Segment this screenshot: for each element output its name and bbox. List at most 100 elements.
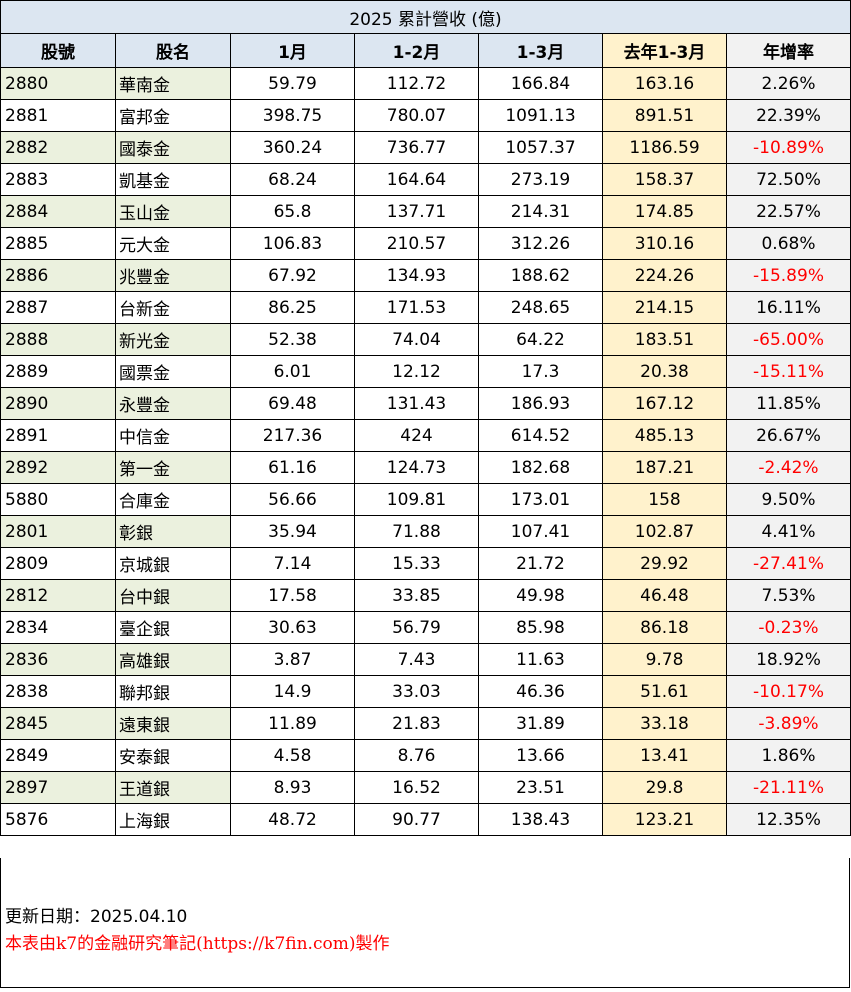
stock-code-cell: 2845 — [0, 707, 116, 740]
last-year-revenue-cell: 46.48 — [602, 579, 727, 612]
table-row: 2838 聯邦銀 14.9 33.03 46.36 51.61 -10.17% — [0, 675, 851, 708]
stock-code-cell: 2834 — [0, 611, 116, 644]
jan-mar-revenue-cell: 64.22 — [478, 323, 603, 356]
stock-name-cell: 合庫金 — [115, 483, 231, 516]
last-year-revenue-cell: 102.87 — [602, 515, 727, 548]
stock-name-cell: 兆豐金 — [115, 259, 231, 292]
jan-feb-revenue-cell: 12.12 — [354, 355, 479, 388]
jan-feb-revenue-cell: 71.88 — [354, 515, 479, 548]
jan-revenue-cell: 4.58 — [230, 739, 355, 772]
stock-name-cell: 華南金 — [115, 67, 231, 100]
stock-code-cell: 2838 — [0, 675, 116, 708]
table-row: 2891 中信金 217.36 424 614.52 485.13 26.67% — [0, 419, 851, 452]
jan-feb-revenue-cell: 74.04 — [354, 323, 479, 356]
last-year-revenue-cell: 167.12 — [602, 387, 727, 420]
last-year-revenue-cell: 485.13 — [602, 419, 727, 452]
jan-feb-revenue-cell: 780.07 — [354, 99, 479, 132]
jan-feb-revenue-cell: 112.72 — [354, 67, 479, 100]
last-year-revenue-cell: 9.78 — [602, 643, 727, 676]
jan-mar-revenue-cell: 182.68 — [478, 451, 603, 484]
jan-mar-revenue-cell: 312.26 — [478, 227, 603, 260]
stock-code-cell: 2880 — [0, 67, 116, 100]
jan-revenue-cell: 360.24 — [230, 131, 355, 164]
yoy-growth-cell: -10.89% — [726, 131, 851, 164]
jan-mar-revenue-cell: 1091.13 — [478, 99, 603, 132]
last-year-revenue-cell: 29.92 — [602, 547, 727, 580]
jan-revenue-cell: 106.83 — [230, 227, 355, 260]
jan-revenue-cell: 52.38 — [230, 323, 355, 356]
table-body: 2880 華南金 59.79 112.72 166.84 163.16 2.26% 2881 富… — [0, 67, 851, 836]
yoy-growth-cell: -65.00% — [726, 323, 851, 356]
table-row: 2880 華南金 59.79 112.72 166.84 163.16 2.26% — [0, 67, 851, 100]
jan-mar-revenue-cell: 248.65 — [478, 291, 603, 324]
jan-revenue-cell: 35.94 — [230, 515, 355, 548]
table-row: 2812 台中銀 17.58 33.85 49.98 46.48 7.53% — [0, 579, 851, 612]
jan-mar-revenue-cell: 173.01 — [478, 483, 603, 516]
last-year-revenue-cell: 310.16 — [602, 227, 727, 260]
last-year-revenue-cell: 224.26 — [602, 259, 727, 292]
yoy-growth-cell: 22.57% — [726, 195, 851, 228]
jan-feb-revenue-cell: 15.33 — [354, 547, 479, 580]
table-row: 2884 玉山金 65.8 137.71 214.31 174.85 22.57% — [0, 195, 851, 228]
stock-name-cell: 臺企銀 — [115, 611, 231, 644]
stock-code-cell: 2897 — [0, 771, 116, 804]
jan-feb-revenue-cell: 137.71 — [354, 195, 479, 228]
jan-feb-revenue-cell: 109.81 — [354, 483, 479, 516]
jan-mar-revenue-cell: 17.3 — [478, 355, 603, 388]
jan-revenue-cell: 86.25 — [230, 291, 355, 324]
table-row: 2882 國泰金 360.24 736.77 1057.37 1186.59 -10.89% — [0, 131, 851, 164]
jan-revenue-cell: 8.93 — [230, 771, 355, 804]
jan-feb-revenue-cell: 16.52 — [354, 771, 479, 804]
jan-mar-revenue-cell: 21.72 — [478, 547, 603, 580]
stock-name-cell: 新光金 — [115, 323, 231, 356]
stock-name-cell: 中信金 — [115, 419, 231, 452]
jan-revenue-cell: 30.63 — [230, 611, 355, 644]
stock-code-cell: 5880 — [0, 483, 116, 516]
jan-mar-revenue-cell: 214.31 — [478, 195, 603, 228]
table-row: 2883 凱基金 68.24 164.64 273.19 158.37 72.50% — [0, 163, 851, 196]
last-year-revenue-cell: 187.21 — [602, 451, 727, 484]
stock-name-cell: 遠東銀 — [115, 707, 231, 740]
header-last-year: 去年1-3月 — [602, 33, 727, 68]
last-year-revenue-cell: 158.37 — [602, 163, 727, 196]
yoy-growth-cell: 7.53% — [726, 579, 851, 612]
yoy-growth-cell: -27.41% — [726, 547, 851, 580]
table-title: 2025 累計營收 (億) — [0, 0, 851, 34]
stock-code-cell: 2809 — [0, 547, 116, 580]
stock-code-cell: 2882 — [0, 131, 116, 164]
jan-revenue-cell: 6.01 — [230, 355, 355, 388]
stock-code-cell: 2887 — [0, 291, 116, 324]
jan-feb-revenue-cell: 7.43 — [354, 643, 479, 676]
last-year-revenue-cell: 1186.59 — [602, 131, 727, 164]
stock-code-cell: 2886 — [0, 259, 116, 292]
last-year-revenue-cell: 174.85 — [602, 195, 727, 228]
jan-mar-revenue-cell: 11.63 — [478, 643, 603, 676]
jan-revenue-cell: 48.72 — [230, 803, 355, 836]
stock-code-cell: 2884 — [0, 195, 116, 228]
yoy-growth-cell: 2.26% — [726, 67, 851, 100]
stock-code-cell: 2812 — [0, 579, 116, 612]
jan-mar-revenue-cell: 107.41 — [478, 515, 603, 548]
last-year-revenue-cell: 13.41 — [602, 739, 727, 772]
table-row: 2889 國票金 6.01 12.12 17.3 20.38 -15.11% — [0, 355, 851, 388]
table-row: 2834 臺企銀 30.63 56.79 85.98 86.18 -0.23% — [0, 611, 851, 644]
credit-note: 本表由k7的金融研究筆記(https://k7fin.com)製作 — [5, 934, 390, 954]
header-jan: 1月 — [230, 33, 355, 68]
stock-code-cell: 2892 — [0, 451, 116, 484]
yoy-growth-cell: -0.23% — [726, 611, 851, 644]
last-year-revenue-cell: 86.18 — [602, 611, 727, 644]
jan-revenue-cell: 61.16 — [230, 451, 355, 484]
yoy-growth-cell: 26.67% — [726, 419, 851, 452]
yoy-growth-cell: -2.42% — [726, 451, 851, 484]
stock-code-cell: 2883 — [0, 163, 116, 196]
jan-mar-revenue-cell: 31.89 — [478, 707, 603, 740]
yoy-growth-cell: -15.89% — [726, 259, 851, 292]
jan-feb-revenue-cell: 210.57 — [354, 227, 479, 260]
jan-feb-revenue-cell: 8.76 — [354, 739, 479, 772]
last-year-revenue-cell: 891.51 — [602, 99, 727, 132]
stock-name-cell: 元大金 — [115, 227, 231, 260]
update-date: 更新日期：2025.04.10 — [5, 907, 188, 927]
yoy-growth-cell: -21.11% — [726, 771, 851, 804]
header-jan-feb: 1-2月 — [354, 33, 479, 68]
stock-code-cell: 2890 — [0, 387, 116, 420]
